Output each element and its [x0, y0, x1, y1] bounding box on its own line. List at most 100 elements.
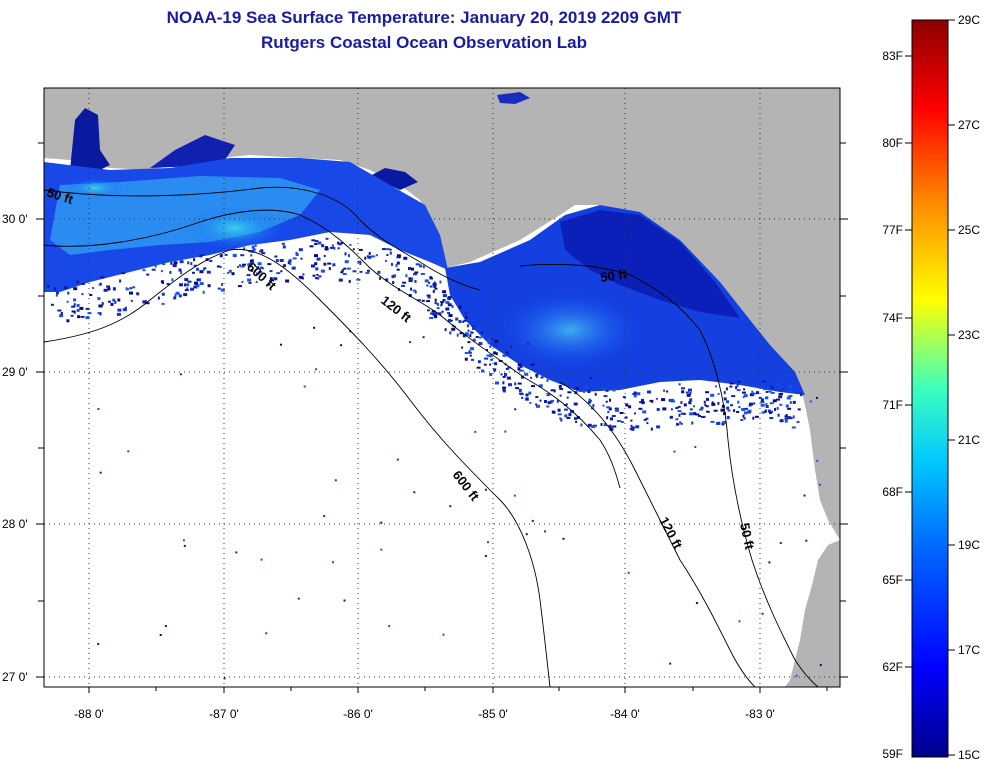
sst-pixel [503, 353, 507, 357]
sst-pixel [311, 264, 315, 268]
sst-pixel [682, 412, 686, 415]
sst-pixel [63, 286, 68, 290]
contour-label: 50 ft [737, 522, 757, 552]
sst-pixel [678, 413, 681, 417]
sst-pixel [255, 272, 260, 275]
sst-pixel [760, 398, 764, 402]
sst-pixel [753, 402, 756, 405]
sst-pixel [668, 398, 671, 402]
sst-pixel [525, 393, 529, 397]
sst-pixel [396, 261, 400, 265]
sst-pixel [237, 285, 242, 288]
sst-pixel [779, 419, 784, 423]
sst-pixel [800, 393, 803, 397]
sst-pixel [502, 376, 506, 378]
sst-pixel [521, 396, 524, 399]
sst-pixel [337, 241, 340, 245]
sst-pixel [280, 270, 283, 273]
sst-pixel [468, 351, 472, 354]
sst-pixel [385, 278, 389, 282]
sst-pixel [528, 391, 532, 395]
sst-pixel [261, 267, 264, 270]
sst-pixel [706, 397, 709, 401]
sst-pixel [429, 276, 433, 280]
sst-pixel [186, 287, 189, 290]
sst-pixel [737, 400, 740, 404]
sst-pixel [743, 388, 746, 391]
sst-pixel [742, 414, 745, 418]
map-frame [43, 87, 841, 688]
sst-pixel [680, 412, 684, 415]
sst-pixel [560, 418, 563, 422]
sst-pixel [611, 415, 616, 417]
sst-pixel [792, 415, 795, 419]
contour-50ft-west [44, 186, 481, 291]
sst-pixel [567, 391, 572, 394]
sst-pixel [514, 382, 517, 386]
sst-pixel [438, 312, 442, 316]
sst-pixel [398, 256, 401, 259]
sst-pixel [591, 425, 596, 429]
sst-pixel [771, 410, 774, 413]
sst-pixel [795, 674, 798, 677]
sst-pixel [749, 393, 754, 397]
sst-pixel [116, 312, 121, 316]
sst-pixel [736, 411, 740, 413]
sst-pixel [789, 417, 793, 420]
sst-pixel [186, 283, 190, 287]
sst-pixel [391, 275, 395, 279]
sst-pixel [171, 278, 174, 282]
sst-pixel [756, 391, 759, 395]
sst-pixel [223, 677, 226, 680]
sst-pixel [334, 479, 337, 482]
sst-pixel [580, 423, 583, 427]
sst-pixel [85, 316, 90, 320]
sst-pixel [127, 450, 130, 453]
sst-pixel [704, 404, 707, 407]
sst-pixel [765, 403, 768, 407]
sst-pixel [695, 413, 700, 416]
sst-pixel [269, 277, 273, 281]
sst-pixel [787, 389, 792, 392]
sst-pixel [478, 342, 483, 346]
sst-pixel [55, 293, 58, 297]
sst-pixel [714, 385, 717, 388]
sst-pixel [112, 298, 116, 302]
sst-pixel [752, 416, 755, 420]
sst-pixel [767, 409, 771, 413]
sst-pixel [237, 266, 239, 268]
sst-pixel [467, 341, 471, 344]
sst-pixel [338, 278, 343, 282]
sst-pixel [231, 272, 235, 276]
sst-pixel [340, 271, 344, 274]
sst-pixel [463, 311, 468, 315]
sst-pixel [605, 389, 609, 392]
colorbar-label-f: 62F [882, 660, 903, 674]
sst-pixel [89, 294, 93, 296]
sst-pixel [519, 393, 524, 396]
sst-pixel [562, 537, 565, 540]
sst-pixel [627, 571, 630, 574]
sst-pixel [421, 299, 425, 302]
sst-pixel [196, 267, 199, 271]
sst-pixel [344, 252, 347, 256]
sst-pixel [738, 620, 741, 623]
colorbar-label-c: 23C [958, 328, 980, 342]
sst-pixel [194, 281, 198, 285]
sst-pixel [327, 262, 332, 265]
sst-pixel [190, 262, 193, 266]
sst-pixel [515, 387, 520, 390]
sst-pixel [179, 373, 182, 376]
sst-pixel [380, 521, 383, 524]
sst-pixel [744, 407, 748, 410]
sst-pixel [760, 400, 765, 403]
contour-120ft-west [44, 209, 621, 489]
sst-pixel [616, 420, 621, 422]
sst-pixel [85, 307, 90, 310]
lat-label: 27 0' [2, 670, 28, 684]
sst-pixel [396, 256, 400, 259]
sst-pixel [356, 278, 361, 281]
sst-pixel [780, 388, 785, 391]
sst-pixel [710, 420, 715, 423]
sst-pixel [546, 405, 550, 408]
